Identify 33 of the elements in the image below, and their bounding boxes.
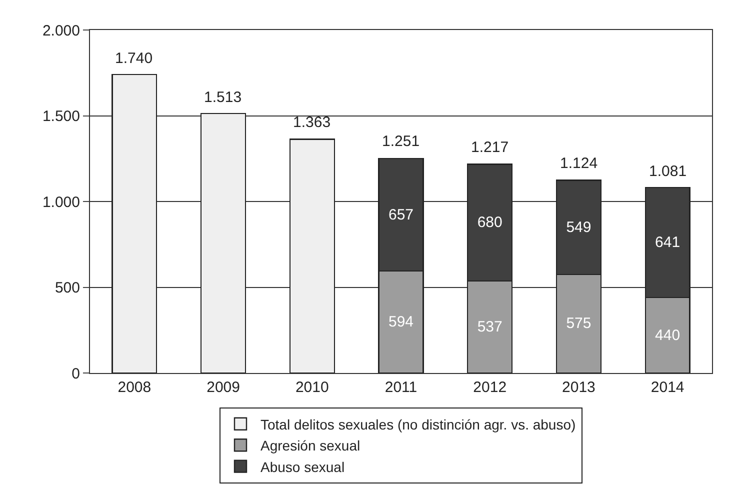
legend-label: Total delitos sexuales (no distinción agr. vs. abuso) [260,416,576,432]
y-tick-label: 0 [72,365,80,382]
x-tick-label: 2011 [384,379,418,396]
x-tick-label: 2013 [562,379,596,396]
data-label: 549 [566,218,592,236]
total-label: 1.124 [560,155,598,172]
total-label: 1.081 [649,163,687,180]
y-tick-label: 1.000 [42,194,80,211]
y-tick-label: 500 [54,280,80,296]
x-tick-label: 2012 [473,379,507,396]
legend-label: Agresión sexual [260,438,360,454]
bar [289,138,335,373]
data-label: 641 [655,234,680,252]
x-tick-label: 2009 [206,379,240,396]
x-tick-label: 2014 [650,379,684,396]
legend-label: Abuso sexual [260,458,345,475]
data-label: 537 [477,318,502,336]
bar [112,74,158,373]
data-label: 680 [477,214,502,232]
total-label: 1.740 [115,50,153,67]
bar [200,112,246,373]
y-tick-label: 2.000 [42,22,80,40]
data-label: 594 [388,314,414,331]
data-label: 575 [566,315,592,332]
x-tick-label: 2010 [295,379,329,396]
total-label: 1.217 [471,139,509,156]
x-tick-label: 2008 [118,379,152,396]
total-label: 1.363 [293,114,331,131]
total-label: 1.513 [204,89,242,106]
y-tick-label: 1.500 [42,108,80,125]
data-label: 440 [655,326,680,344]
data-label: 657 [388,206,414,224]
total-label: 1.251 [382,133,420,150]
